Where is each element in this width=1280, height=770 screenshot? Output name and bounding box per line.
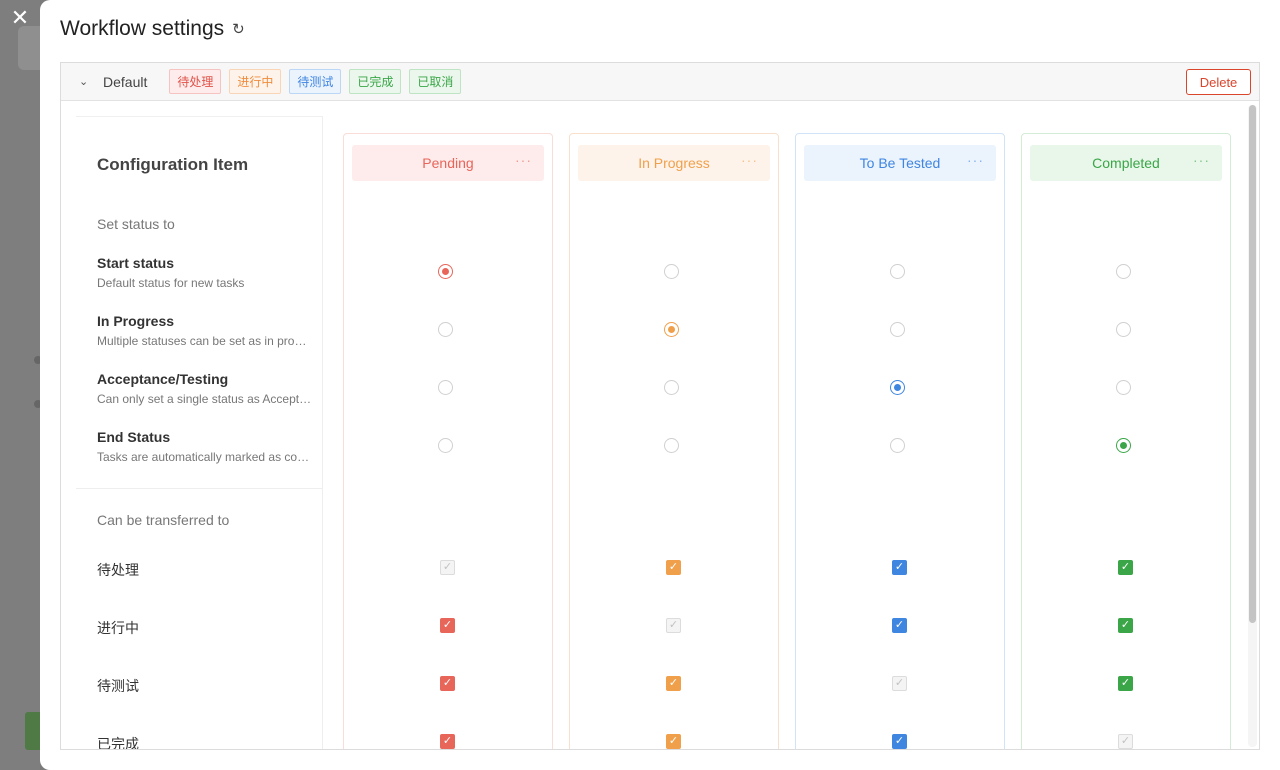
status-column: Completed ··· ✓ ✓ ✓ ✓ xyxy=(1021,133,1231,749)
status-radio[interactable] xyxy=(664,264,679,279)
status-column-header: Completed ··· xyxy=(1030,145,1222,181)
status-tag-list: 待处理 进行中 待测试 已完成 已取消 xyxy=(169,69,469,94)
status-radio[interactable] xyxy=(438,438,453,453)
status-name: Completed xyxy=(1092,155,1160,171)
transfer-target-label: 进行中 xyxy=(97,620,139,636)
status-radio[interactable] xyxy=(1116,380,1131,395)
status-radio[interactable] xyxy=(664,380,679,395)
status-name: Pending xyxy=(422,155,474,171)
config-item: End Status Tasks are automatically marked… xyxy=(97,429,312,464)
config-item-description: Multiple statuses can be set as in progr… xyxy=(97,334,312,348)
status-column-header: To Be Tested ··· xyxy=(804,145,996,181)
more-horizontal-icon[interactable]: ··· xyxy=(741,152,758,168)
status-radio[interactable] xyxy=(664,438,679,453)
status-tag: 已完成 xyxy=(349,69,402,94)
workflow-config-table: Configuration Item Set status to Start s… xyxy=(61,101,1246,750)
config-title: Configuration Item xyxy=(97,155,249,174)
close-icon[interactable]: ✕ xyxy=(10,5,30,30)
section-divider xyxy=(76,488,323,489)
transfer-target-label: 待测试 xyxy=(97,678,139,694)
status-radio[interactable] xyxy=(1116,438,1131,453)
status-column: Pending ··· ✓ ✓ ✓ ✓ xyxy=(343,133,553,749)
background-app xyxy=(0,0,48,770)
vertical-scrollbar[interactable] xyxy=(1248,105,1257,747)
transfer-checkbox[interactable]: ✓ xyxy=(892,560,907,575)
config-item: Acceptance/Testing Can only set a single … xyxy=(97,371,312,406)
status-name: To Be Tested xyxy=(859,155,941,171)
more-horizontal-icon[interactable]: ··· xyxy=(967,152,984,168)
transfer-checkbox[interactable]: ✓ xyxy=(666,676,681,691)
refresh-icon[interactable]: ↻ xyxy=(232,21,245,38)
transfer-checkbox[interactable]: ✓ xyxy=(1118,560,1133,575)
status-tag: 已取消 xyxy=(409,69,462,94)
modal-header: Workflow settings ↻ xyxy=(60,17,245,41)
status-tag: 进行中 xyxy=(229,69,282,94)
transfer-checkbox[interactable]: ✓ xyxy=(440,676,455,691)
background-dot xyxy=(34,400,42,408)
chevron-down-icon[interactable]: ⌄ xyxy=(79,76,89,88)
config-item-title: Acceptance/Testing xyxy=(97,371,229,387)
config-item-description: Can only set a single status as Acceptan… xyxy=(97,392,312,406)
transfer-checkbox[interactable]: ✓ xyxy=(666,560,681,575)
modal-title: Workflow settings xyxy=(60,17,225,40)
transfer-checkbox: ✓ xyxy=(666,618,681,633)
status-radio[interactable] xyxy=(438,322,453,337)
status-radio[interactable] xyxy=(438,380,453,395)
scrollbar-thumb[interactable] xyxy=(1249,105,1256,623)
transfer-checkbox: ✓ xyxy=(892,676,907,691)
status-radio[interactable] xyxy=(438,264,453,279)
transfer-label: Can be transferred to xyxy=(97,512,230,528)
config-item-description: Tasks are automatically marked as comple… xyxy=(97,450,312,464)
workflow-name: Default xyxy=(103,73,148,90)
transfer-checkbox[interactable]: ✓ xyxy=(440,734,455,749)
transfer-checkbox[interactable]: ✓ xyxy=(892,734,907,749)
transfer-checkbox[interactable]: ✓ xyxy=(1118,676,1133,691)
config-item-title: End Status xyxy=(97,429,171,445)
transfer-target-label: 已完成 xyxy=(97,736,139,750)
status-column-header: In Progress ··· xyxy=(578,145,770,181)
status-radio[interactable] xyxy=(890,438,905,453)
transfer-checkbox: ✓ xyxy=(1118,734,1133,749)
workflow-panel: ⌄ Default 待处理 进行中 待测试 已完成 已取消 Delete Configu… xyxy=(60,62,1260,750)
status-column: To Be Tested ··· ✓ ✓ ✓ ✓ xyxy=(795,133,1005,749)
transfer-checkbox: ✓ xyxy=(440,560,455,575)
background-dot xyxy=(34,356,42,364)
more-horizontal-icon[interactable]: ··· xyxy=(1193,152,1210,168)
workflow-header[interactable]: ⌄ Default 待处理 进行中 待测试 已完成 已取消 Delete xyxy=(61,63,1259,101)
config-item-title: In Progress xyxy=(97,313,175,329)
set-status-label: Set status to xyxy=(97,216,175,232)
transfer-checkbox[interactable]: ✓ xyxy=(892,618,907,633)
status-column: In Progress ··· ✓ ✓ ✓ ✓ xyxy=(569,133,779,749)
transfer-target-label: 待处理 xyxy=(97,562,139,578)
transfer-checkbox[interactable]: ✓ xyxy=(440,618,455,633)
status-radio[interactable] xyxy=(664,322,679,337)
config-item: Start status Default status for new tasks xyxy=(97,255,312,290)
workflow-settings-modal: Workflow settings ↻ ⌄ Default 待处理 进行中 待测试已… xyxy=(40,0,1280,770)
more-horizontal-icon[interactable]: ··· xyxy=(515,152,532,168)
status-radio[interactable] xyxy=(890,380,905,395)
status-radio[interactable] xyxy=(890,264,905,279)
status-column-header: Pending ··· xyxy=(352,145,544,181)
transfer-checkbox[interactable]: ✓ xyxy=(666,734,681,749)
status-tag: 待测试 xyxy=(289,69,342,94)
status-tag: 待处理 xyxy=(169,69,222,94)
status-radio[interactable] xyxy=(1116,264,1131,279)
transfer-checkbox[interactable]: ✓ xyxy=(1118,618,1133,633)
status-radio[interactable] xyxy=(890,322,905,337)
config-item-title: Start status xyxy=(97,255,175,271)
delete-button[interactable]: Delete xyxy=(1186,69,1251,95)
config-item: In Progress Multiple statuses can be set … xyxy=(97,313,312,348)
status-name: In Progress xyxy=(638,155,710,171)
config-column: Configuration Item Set status to Start s… xyxy=(76,116,323,750)
status-radio[interactable] xyxy=(1116,322,1131,337)
config-item-description: Default status for new tasks xyxy=(97,276,245,290)
